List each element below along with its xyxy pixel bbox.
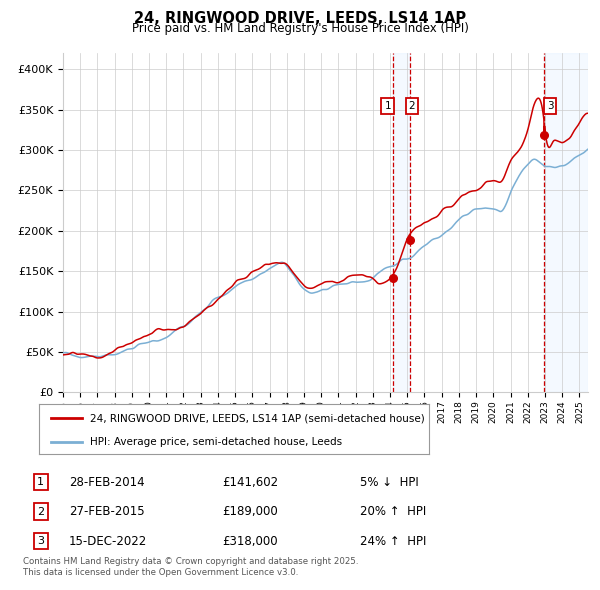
Text: 2: 2 [409,101,415,111]
Text: 24, RINGWOOD DRIVE, LEEDS, LS14 1AP (semi-detached house): 24, RINGWOOD DRIVE, LEEDS, LS14 1AP (sem… [90,413,424,423]
Text: 27-FEB-2015: 27-FEB-2015 [69,505,145,518]
Text: £318,000: £318,000 [222,535,278,548]
Text: 3: 3 [547,101,554,111]
Text: This data is licensed under the Open Government Licence v3.0.: This data is licensed under the Open Gov… [23,568,298,577]
Text: 28-FEB-2014: 28-FEB-2014 [69,476,145,489]
Text: HPI: Average price, semi-detached house, Leeds: HPI: Average price, semi-detached house,… [90,437,342,447]
Bar [544,53,588,392]
Text: 2: 2 [37,507,44,516]
Text: £141,602: £141,602 [222,476,278,489]
Text: 3: 3 [37,536,44,546]
Text: 1: 1 [37,477,44,487]
Text: 1: 1 [385,101,391,111]
Bar [393,53,410,392]
Text: Contains HM Land Registry data © Crown copyright and database right 2025.: Contains HM Land Registry data © Crown c… [23,558,358,566]
Text: 5% ↓  HPI: 5% ↓ HPI [360,476,419,489]
Text: 20% ↑  HPI: 20% ↑ HPI [360,505,426,518]
Text: £189,000: £189,000 [222,505,278,518]
Text: 24% ↑  HPI: 24% ↑ HPI [360,535,427,548]
Text: 24, RINGWOOD DRIVE, LEEDS, LS14 1AP: 24, RINGWOOD DRIVE, LEEDS, LS14 1AP [134,11,466,25]
Text: 15-DEC-2022: 15-DEC-2022 [69,535,147,548]
Text: Price paid vs. HM Land Registry's House Price Index (HPI): Price paid vs. HM Land Registry's House … [131,22,469,35]
